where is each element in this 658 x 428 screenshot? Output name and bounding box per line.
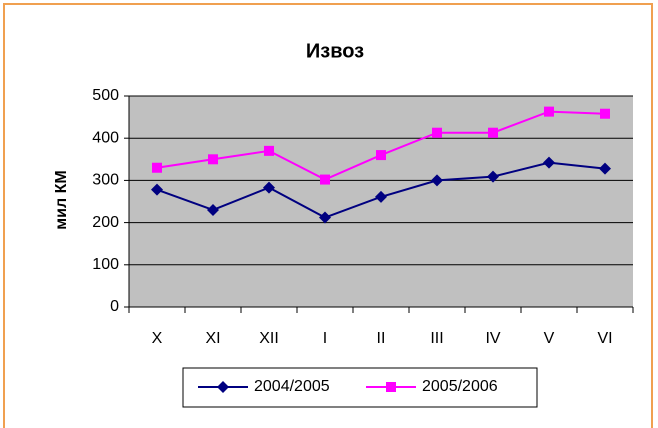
data-point [599,162,611,175]
data-point [207,203,219,216]
x-tick-label: XI [205,330,220,347]
data-point [431,174,443,187]
x-tick-label: V [544,330,555,347]
data-point [264,145,274,156]
data-point [152,162,162,173]
x-tick-label: X [152,330,163,347]
legend-marker [386,382,396,392]
data-point [375,190,387,203]
data-point [488,127,498,138]
legend-marker [217,381,229,393]
legend [182,367,538,408]
x-tick-label: I [323,330,327,347]
y-tick-label: 100 [92,256,119,273]
data-point [543,156,555,169]
data-point [376,150,386,161]
x-tick-label: XII [259,330,279,347]
y-axis-label: мил КМ [53,170,70,229]
x-tick-label: III [430,330,443,347]
y-tick-label: 400 [92,129,119,146]
legend-label: 2004/2005 [254,378,330,395]
x-tick-label: II [377,330,386,347]
data-point [263,181,275,194]
y-tick-label: 200 [92,214,119,231]
chart-title: Извоз [306,40,364,62]
data-point [487,170,499,183]
data-point [319,211,331,224]
legend-label: 2005/2006 [422,378,498,395]
y-tick-label: 300 [92,172,119,189]
data-point [432,127,442,138]
data-point [320,174,330,185]
data-point [208,154,218,165]
y-tick-label: 500 [92,87,119,104]
data-point [151,183,163,196]
x-tick-label: IV [485,330,500,347]
data-point [544,106,554,117]
data-point [600,108,610,119]
y-tick-label: 0 [110,298,119,315]
x-tick-label: VI [597,330,612,347]
